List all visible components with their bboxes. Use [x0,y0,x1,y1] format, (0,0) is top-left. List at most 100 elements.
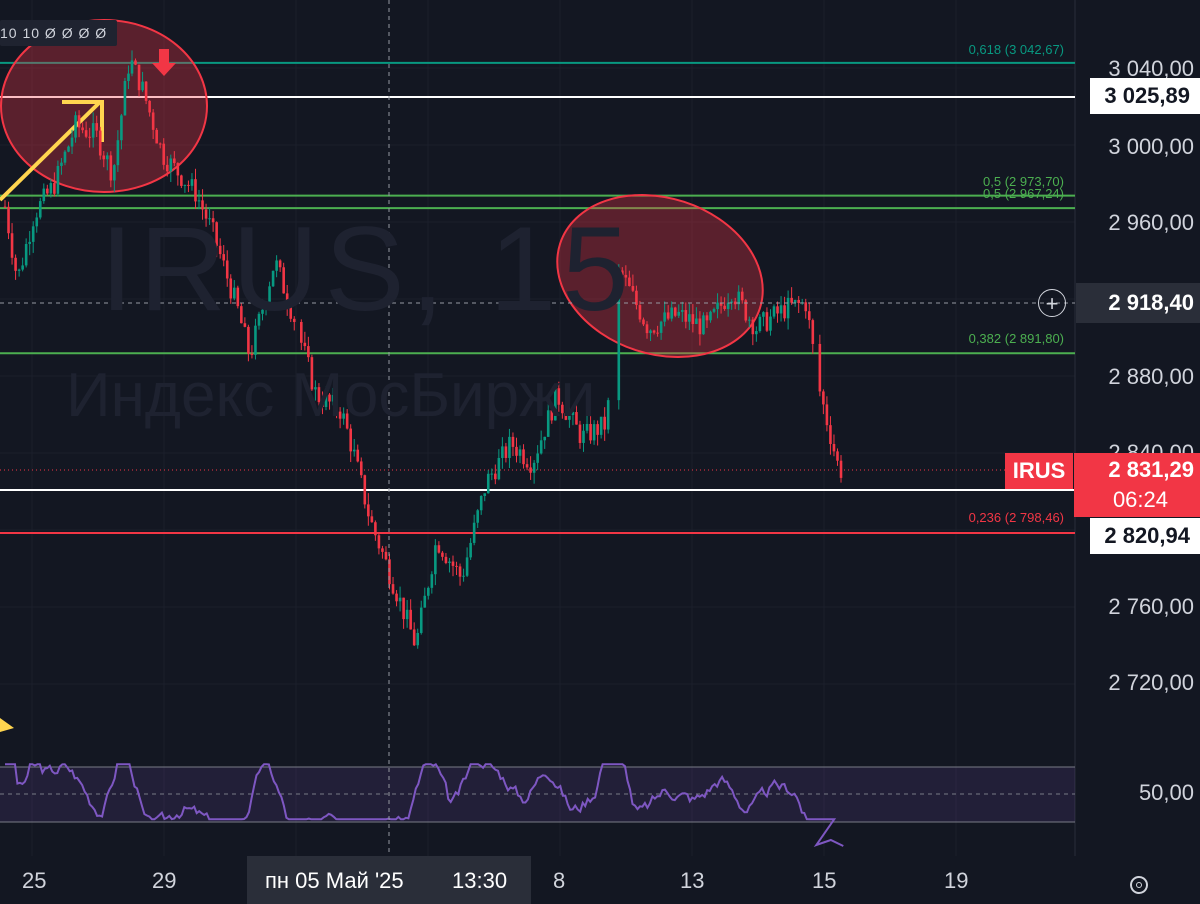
candle [14,257,17,271]
candle [790,297,793,303]
candle [335,394,338,412]
candle [120,115,123,141]
candle [529,467,532,473]
candle [733,301,737,305]
settings-gear-icon[interactable] [1130,876,1148,894]
fib-label: 0,382 (2 891,80) [968,331,1064,346]
candle [190,179,194,186]
candle [130,60,134,74]
candle [599,416,603,435]
candle [247,326,250,354]
candle [603,416,606,430]
candle [158,143,162,145]
candle [680,310,684,312]
candle [592,424,596,441]
candle [307,346,310,358]
crosshair-price-box [1076,283,1200,323]
candle [232,287,236,299]
candle [328,394,331,402]
candle [370,516,374,523]
candle [434,545,437,575]
horizontal-line-price-label[interactable]: 2 820,94 [1090,518,1200,554]
candle [628,277,631,287]
rsi-pane [0,762,1075,847]
candle [578,424,582,443]
candle [624,274,628,278]
candle [832,444,836,452]
candle [652,330,656,333]
crosshair-price-label: 2 918,40 [1108,290,1194,315]
candle [240,306,243,324]
last-price-box [1074,453,1200,517]
candle [829,425,832,445]
candle [793,299,797,303]
candle [695,318,698,325]
candle [42,188,46,202]
candle [839,460,843,478]
candle [46,188,49,194]
candle [257,313,261,326]
candle [716,302,719,310]
candle [765,312,769,331]
candle [187,184,190,186]
candle [91,123,95,138]
candle [772,306,776,317]
candle [818,343,822,392]
candle [518,449,522,456]
candle [377,535,381,549]
candle [786,297,790,319]
candle [536,453,539,463]
fibonacci-levels [0,61,1075,534]
horizontal-line-price-label[interactable]: 3 025,89 [1090,78,1200,114]
x-tick: 19 [944,868,969,893]
candle [243,323,247,327]
candle [670,307,673,319]
candle [497,457,501,480]
candle [635,290,638,306]
candle [113,165,116,181]
candle [105,155,109,160]
candle [349,428,352,452]
y-tick: 3 040,00 [1108,56,1194,81]
candle [476,510,479,523]
candle [374,522,377,536]
candle [825,404,829,426]
candle [501,446,504,458]
add-plus-icon[interactable]: + [1038,289,1066,317]
candle [776,306,779,314]
candle [712,309,716,312]
candle [412,629,416,646]
candle [483,493,487,496]
candle [617,270,621,401]
candle [218,245,222,255]
candle [49,183,53,194]
candle [204,209,208,219]
candle [208,218,211,220]
candle [74,115,77,138]
candle [134,60,137,65]
candle [709,311,712,321]
candle [70,137,74,147]
y-tick: 2 880,00 [1108,364,1194,389]
candle [522,449,525,465]
candle [137,64,141,91]
arrow-head [0,718,14,732]
candle [585,423,589,431]
candle [63,151,67,163]
candle [162,143,166,165]
candle [550,410,554,421]
candle [444,556,448,564]
candle [35,217,39,227]
candle [589,423,592,441]
candle [324,394,328,407]
candle [289,306,293,319]
candle [458,566,462,577]
candle [225,260,229,279]
candle [314,387,317,390]
candle [561,404,564,414]
down-arrow-icon [152,63,176,76]
candle [822,391,825,405]
y-tick: 2 720,00 [1108,670,1194,695]
candle [395,593,398,602]
